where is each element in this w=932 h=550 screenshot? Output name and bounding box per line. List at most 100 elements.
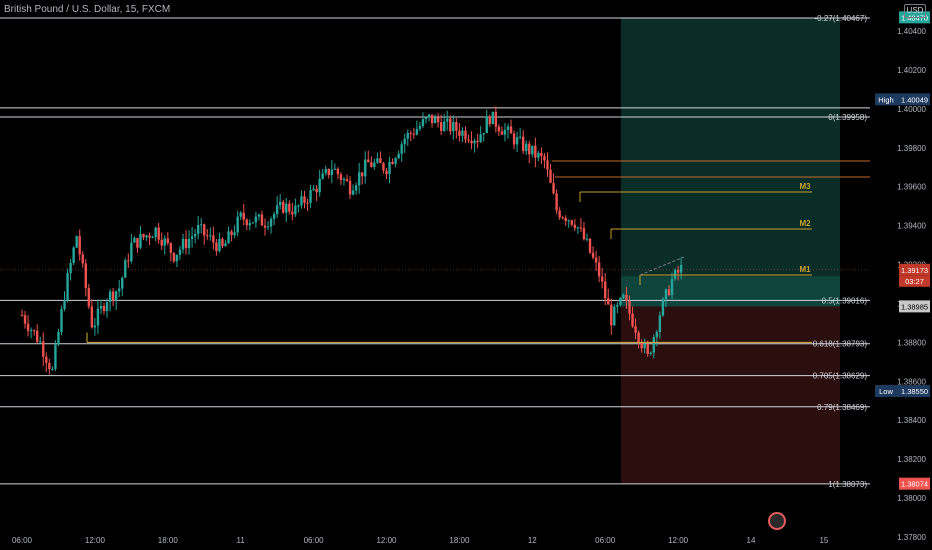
price-tick-13: 1.37800: [897, 533, 926, 542]
candle-body-100: [324, 168, 327, 174]
candle-body-164: [518, 136, 522, 138]
candle-body-37: [133, 237, 136, 243]
time-axis[interactable]: 06:00 12:00 18:00 11 06:00 12:00 18:00 12 06:00 1…: [0, 531, 870, 550]
time-axis-bg[interactable]: [0, 531, 870, 550]
candle-body-24: [93, 325, 97, 328]
candle-body-15: [66, 273, 69, 301]
candle-body-90: [294, 205, 297, 215]
candle-body-171: [540, 152, 543, 157]
candle-body-2: [26, 323, 30, 331]
price-tick-10: 1.38400: [897, 416, 926, 425]
time-tick-4: 06:00: [304, 536, 325, 545]
candle-body-141: [449, 118, 452, 132]
candle-body-49: [169, 242, 173, 253]
price-axis[interactable]: 1.40400 1.40200 1.40000 1.39800 1.39600 1.394…: [870, 0, 932, 550]
price-tag-current: 1.39173: [901, 266, 928, 275]
candle-body-84: [275, 205, 279, 215]
candle-body-11: [54, 344, 57, 369]
candle-body-83: [272, 214, 276, 219]
price-tag-stop: 1.38074: [901, 480, 928, 489]
candle-body-22: [87, 288, 91, 307]
currency-badge[interactable]: USD: [904, 4, 926, 18]
candle-body-67: [224, 243, 227, 247]
chart-title: British Pound / U.S. Dollar, 15, FXCM: [4, 4, 171, 15]
time-tick-6: 18:00: [449, 536, 470, 545]
candle-body-70: [233, 232, 236, 236]
candle-body-89: [291, 211, 294, 215]
candle-body-54: [184, 238, 188, 249]
candle-body-148: [470, 140, 473, 144]
candle-body-38: [136, 237, 139, 248]
target-label-1: M2: [799, 219, 811, 228]
price-tag-high: 1.40049: [901, 95, 928, 104]
time-tick-11: 15: [819, 536, 828, 545]
candle-body-69: [230, 231, 233, 236]
candle-body-99: [321, 173, 324, 179]
candle-body-0: [20, 315, 24, 317]
candle-body-105: [339, 174, 343, 180]
candle-body-64: [215, 242, 218, 252]
candle-body-130: [415, 128, 419, 135]
candle-body-175: [552, 182, 555, 194]
candle-body-124: [397, 153, 400, 159]
candle-body-12: [57, 331, 60, 345]
candle-body-3: [29, 330, 33, 332]
candle-body-30: [111, 291, 115, 301]
candle-body-177: [558, 210, 561, 218]
candle-body-6: [39, 341, 42, 343]
candle-body-123: [394, 158, 397, 164]
candle-body-61: [206, 235, 209, 237]
price-tick-12: 1.38000: [897, 494, 926, 503]
time-tick-1: 12:00: [85, 536, 106, 545]
candle-body-57: [193, 233, 197, 237]
candle-body-180: [567, 220, 570, 222]
candle-body-217: [679, 265, 683, 273]
candle-body-129: [412, 133, 416, 135]
candle-body-145: [461, 130, 464, 136]
candle-body-40: [142, 234, 145, 238]
candle-body-109: [351, 190, 355, 195]
candle-body-162: [512, 133, 516, 145]
candle-body-20: [81, 254, 84, 264]
candle-body-156: [494, 111, 498, 127]
candle-body-118: [379, 158, 382, 164]
candle-body-71: [236, 216, 239, 233]
candle-body-29: [108, 291, 112, 303]
price-tick-11: 1.38200: [897, 455, 926, 464]
candle-body-80: [263, 225, 267, 228]
candle-body-112: [361, 172, 364, 177]
price-tag-current-bg: [899, 263, 930, 276]
candle-body-79: [260, 214, 264, 226]
candle-body-133: [424, 117, 428, 120]
candle-body-140: [446, 118, 449, 122]
candle-body-19: [78, 236, 81, 255]
candle-body-194: [610, 304, 613, 326]
candle-body-115: [370, 162, 373, 167]
candle-body-65: [218, 238, 221, 252]
candle-body-48: [166, 238, 169, 243]
candle-body-215: [673, 269, 677, 279]
candle-body-111: [357, 172, 361, 186]
candle-body-113: [364, 159, 367, 177]
candle-body-88: [288, 203, 291, 212]
tradingview-logo-icon[interactable]: [768, 512, 786, 530]
candle-body-27: [102, 305, 106, 312]
candle-body-51: [175, 254, 179, 262]
candle-body-62: [209, 235, 212, 237]
candle-body-46: [160, 239, 163, 246]
candle-body-85: [278, 201, 282, 206]
target-lines: M3 M2 M1: [86, 160, 870, 343]
candle-body-56: [190, 236, 194, 240]
price-tick-5: 1.39400: [897, 222, 926, 231]
candle-body-193: [607, 298, 610, 305]
candle-body-173: [546, 160, 549, 170]
position-zones: [621, 17, 840, 484]
candle-body-139: [443, 121, 446, 131]
candle-body-131: [418, 125, 422, 129]
candle-body-106: [342, 179, 346, 181]
candle-body-42: [148, 235, 151, 238]
candle-body-196: [616, 304, 619, 307]
candle-body-74: [245, 219, 248, 226]
